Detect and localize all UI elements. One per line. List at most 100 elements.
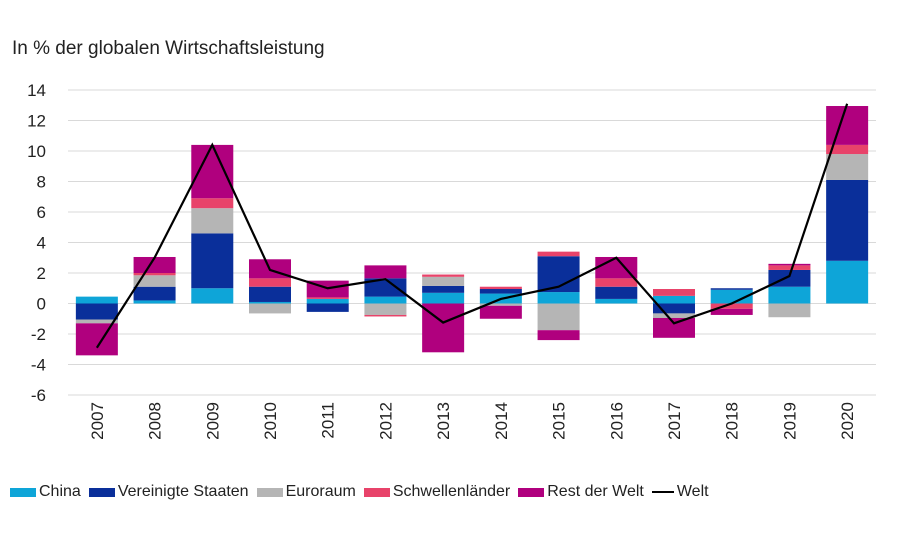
bar-segment-vereinigte-staaten [249, 286, 291, 302]
legend-swatch [256, 487, 283, 497]
x-tick-label: 2007 [88, 402, 107, 440]
bar-segment-vereinigte-staaten [191, 233, 234, 289]
bar-segment-euroraum [537, 303, 580, 331]
bar-segment-euroraum [191, 208, 234, 234]
x-tick-label: 2010 [261, 402, 280, 440]
y-tick-label: 2 [37, 264, 46, 283]
bar-segment-vereinigte-staaten [653, 303, 695, 314]
x-tick-label: 2009 [203, 402, 222, 440]
legend-item: Welt [651, 483, 709, 501]
bar-segment-china [826, 260, 869, 304]
x-tick-label: 2008 [146, 402, 165, 440]
x-tick-label: 2015 [550, 402, 569, 440]
bar-segment-china [768, 286, 811, 304]
bar-segment-vereinigte-staaten [768, 269, 811, 287]
bar-segment-schwellenländer [306, 297, 349, 299]
x-tick-label: 2019 [780, 402, 799, 440]
bar-segment-schwellenländer [249, 278, 291, 287]
bar-segment-schwellenländer [364, 314, 407, 317]
bar-segment-vereinigte-staaten [306, 303, 349, 312]
bar-segment-schwellenländer [768, 265, 811, 270]
bar-segment-euroraum [133, 275, 176, 287]
bar-segment-china [133, 300, 176, 304]
legend-label: China [39, 483, 81, 500]
bar-segment-vereinigte-staaten [595, 286, 638, 299]
legend-item: China [10, 483, 81, 501]
legend-item: Euroraum [256, 483, 356, 501]
x-tick-label: 2011 [319, 402, 338, 439]
bar-segment-rest-der-welt [537, 330, 580, 341]
line-welt [95, 103, 849, 349]
x-tick-label: 2014 [492, 402, 511, 440]
x-tick-label: 2013 [434, 402, 453, 440]
bar-segment-euroraum [653, 313, 695, 318]
x-tick-label: 2018 [723, 402, 742, 440]
bar-segment-vereinigte-staaten [479, 289, 522, 294]
bar-segment-rest-der-welt [710, 308, 753, 315]
bar-segment-schwellenländer [653, 289, 695, 296]
bar-segment-schwellenländer [710, 303, 753, 309]
bar-segment-schwellenländer [191, 198, 234, 209]
bar-segment-euroraum [75, 319, 118, 324]
y-tick-label: 4 [37, 234, 46, 253]
y-tick-label: 6 [37, 203, 46, 222]
x-tick-label: 2016 [607, 402, 626, 440]
bar-segment-vereinigte-staaten [364, 278, 407, 297]
bar-segment-china [422, 292, 465, 304]
bar-segment-vereinigte-staaten [710, 288, 753, 290]
bar-segment-rest-der-welt [364, 265, 407, 279]
bar-segment-china [653, 295, 695, 304]
legend-label: Schwellenländer [392, 483, 511, 500]
chart-title: In % der globalen Wirtschaftsleistung [12, 38, 325, 59]
legend-line-swatch [651, 491, 674, 493]
bar-segment-euroraum [249, 303, 291, 314]
bar-segment-euroraum [364, 303, 407, 315]
bar-segment-rest-der-welt [653, 317, 695, 338]
bar-segment-china [306, 298, 349, 304]
legend-item: Vereinigte Staaten [88, 483, 249, 501]
legend-item: Schwellenländer [363, 483, 511, 501]
bar-segment-schwellenländer [133, 273, 176, 276]
y-tick-label: -2 [31, 325, 46, 344]
y-tick-label: -4 [31, 356, 46, 375]
legend-swatch [363, 487, 390, 497]
y-tick-label: 14 [27, 81, 46, 100]
legend-swatch [88, 487, 115, 497]
bar-segment-china [75, 296, 118, 304]
bar-segment-euroraum [422, 276, 465, 286]
bar-segment-rest-der-welt [479, 305, 522, 319]
legend-item: Rest der Welt [518, 483, 644, 501]
bar-segment-schwellenländer [479, 286, 522, 290]
bar-segment-rest-der-welt [133, 256, 176, 273]
bar-segment-rest-der-welt [768, 263, 811, 266]
bar-segment-china [364, 296, 407, 304]
legend-label: Euroraum [285, 483, 356, 500]
bar-segment-euroraum [768, 303, 811, 318]
bar-segment-china [595, 298, 638, 304]
bar-segment-schwellenländer [595, 278, 638, 287]
x-tick-label: 2017 [665, 402, 684, 440]
x-tick-label: 2012 [376, 402, 395, 440]
bar-segment-china [249, 301, 291, 304]
bar-segment-china [710, 289, 753, 304]
y-tick-label: 10 [27, 142, 46, 161]
legend-label: Vereinigte Staaten [117, 483, 249, 500]
bar-segment-vereinigte-staaten [133, 286, 176, 301]
bar-segment-euroraum [479, 303, 522, 306]
y-tick-label: 8 [37, 173, 46, 192]
bar-segment-euroraum [826, 154, 869, 180]
y-tick-label: -6 [31, 386, 46, 405]
x-tick-label: 2020 [838, 402, 857, 440]
legend-label: Welt [676, 483, 709, 500]
bar-segment-china [537, 292, 580, 304]
legend-swatch [518, 487, 545, 497]
y-tick-label: 12 [27, 112, 46, 131]
y-tick-label: 0 [37, 295, 46, 314]
bar-segment-vereinigte-staaten [826, 179, 869, 261]
bar-segment-rest-der-welt [826, 106, 869, 145]
legend-swatch [10, 487, 36, 497]
bar-segment-china [191, 288, 234, 304]
bar-segment-schwellenländer [537, 251, 580, 257]
bar-segment-rest-der-welt [75, 323, 118, 356]
bar-segment-schwellenländer [826, 144, 869, 155]
